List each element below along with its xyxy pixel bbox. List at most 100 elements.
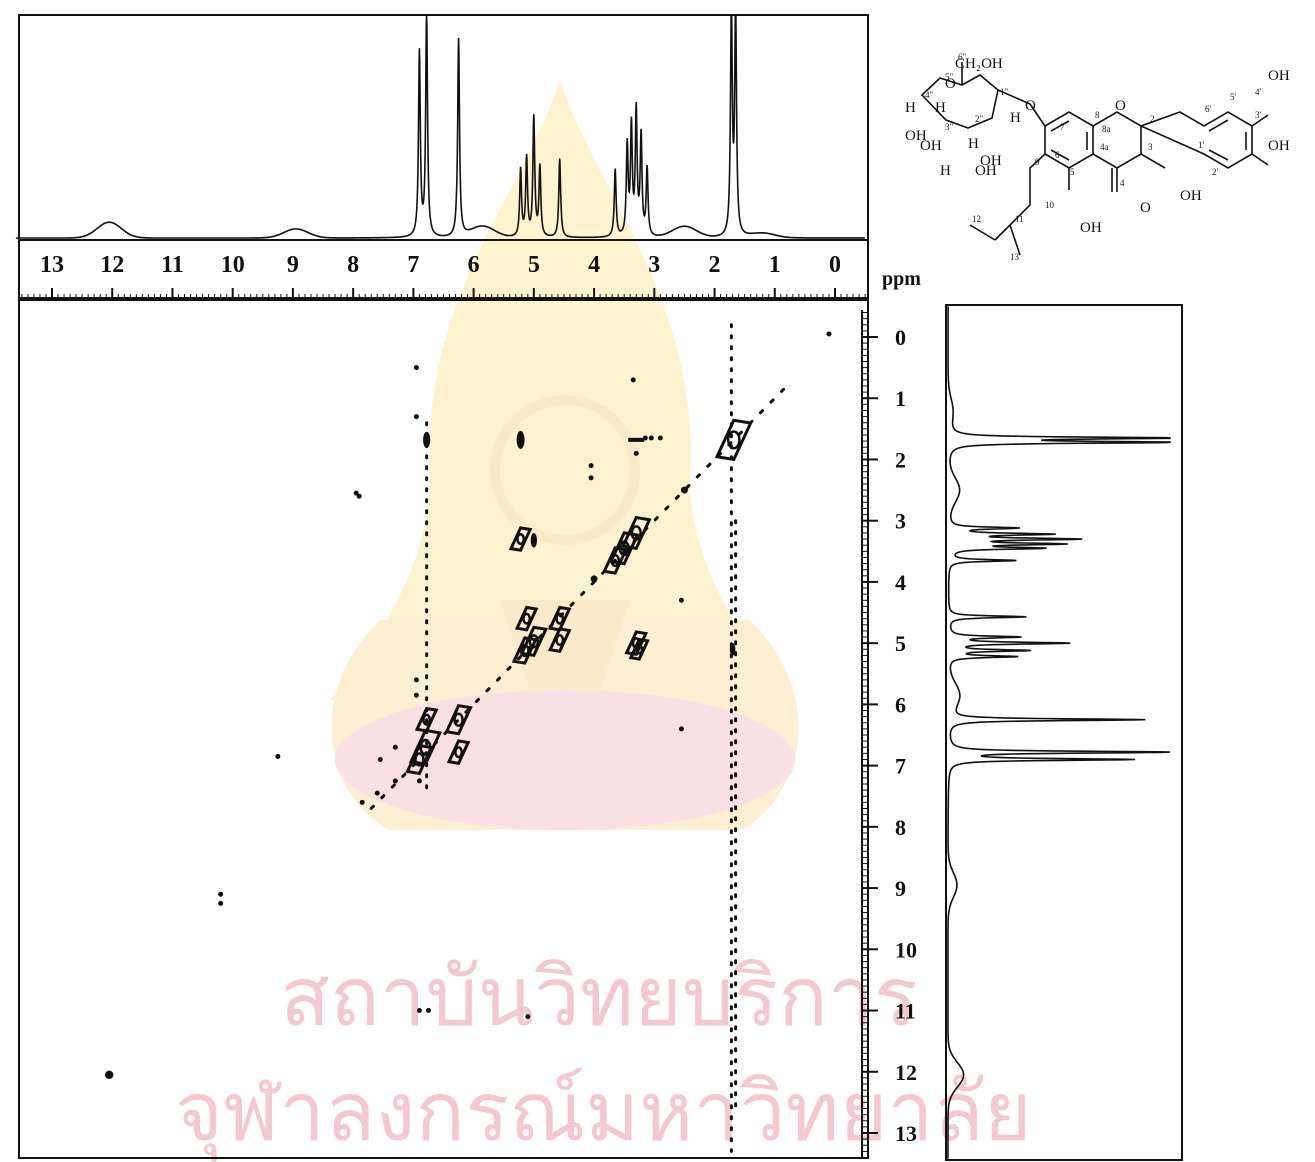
noise-dot [589, 475, 594, 480]
x-tick-label: 2 [709, 252, 721, 278]
noise-dot [275, 754, 280, 759]
x-tick-label: 3 [648, 252, 660, 278]
molecule-substituent: H [1010, 110, 1021, 126]
x-tick-label: 7 [407, 252, 419, 278]
cross-peak [730, 643, 736, 656]
y-tick-label: 9 [895, 876, 906, 901]
molecule-locant: 6' [1205, 104, 1212, 114]
y-tick-label: 13 [895, 1121, 917, 1146]
molecule-locant: 11 [1015, 214, 1024, 224]
x-tick-label: 1 [769, 252, 781, 278]
molecule-locant: 2 [1150, 114, 1155, 124]
molecule-substituent: O [1115, 98, 1126, 114]
noise-dot [658, 436, 663, 441]
cross-peak [105, 1071, 113, 1079]
cross-peak [423, 432, 430, 448]
noise-dot [417, 1008, 422, 1013]
y-tick-label: 2 [895, 447, 906, 472]
noise-dot [414, 677, 419, 682]
molecule-substituent: H [905, 100, 916, 116]
molecule-substituent: OH [980, 153, 1002, 169]
x-axis-unit-label: ppm [882, 268, 921, 290]
molecule-substituent: OH [1268, 68, 1290, 84]
molecule-locant: 5' [1230, 92, 1237, 102]
noise-dot [375, 791, 380, 796]
y-tick-label: 10 [895, 937, 917, 962]
noise-dot [218, 901, 223, 906]
noise-dot [393, 745, 398, 750]
molecule-substituent: O [1025, 98, 1036, 114]
cross-peak [591, 575, 598, 582]
noise-dot [426, 1008, 431, 1013]
molecule-locant: 8 [1095, 110, 1100, 120]
molecule-locant: 6 [1055, 150, 1060, 160]
molecule-locant: 2' [1212, 167, 1219, 177]
watermark-line-1: สถาบันวิทยบริการ [280, 950, 918, 1045]
y-tick-label: 6 [895, 692, 906, 717]
molecule-locant: 9 [1035, 157, 1040, 167]
x-tick-label: 4 [588, 252, 600, 278]
noise-dot [631, 377, 636, 382]
cross-peak [531, 533, 537, 547]
molecule-substituent: OH [1268, 138, 1290, 154]
molecule-locant: 4 [1120, 178, 1125, 188]
noise-dot [218, 892, 223, 897]
x-tick-label: 9 [287, 252, 299, 278]
molecule-locant: 3 [1148, 142, 1153, 152]
molecule-locant: 2" [975, 114, 984, 124]
x-tick-label: 12 [100, 252, 124, 278]
y-tick-label: 1 [895, 386, 906, 411]
y-tick-label: 0 [895, 325, 906, 350]
noise-dot [414, 414, 419, 419]
y-tick-label: 5 [895, 631, 906, 656]
molecule-substituent: OH [1180, 188, 1202, 204]
molecule-substituent: OH [1080, 220, 1102, 236]
x-tick-label: 13 [40, 252, 64, 278]
noise-dot [357, 494, 362, 499]
y-tick-label: 4 [895, 570, 906, 595]
x-tick-label: 0 [829, 252, 841, 278]
y-tick-label: 11 [895, 999, 916, 1024]
molecule-locant: 4' [1255, 87, 1262, 97]
x-tick-label: 11 [161, 252, 184, 278]
x-tick-label: 8 [347, 252, 359, 278]
noise-dot [414, 693, 419, 698]
molecule-substituent: H [940, 163, 951, 179]
molecule-locant: 8a [1102, 124, 1111, 134]
molecule-locant: 3' [1255, 110, 1262, 120]
molecule-locant: 5" [945, 72, 954, 82]
x-tick-label: 5 [528, 252, 540, 278]
molecule-locant: 4a [1100, 142, 1109, 152]
noise-dot [360, 800, 365, 805]
molecule-substituent: H [935, 100, 946, 116]
cross-peak [628, 438, 644, 442]
noise-dot [378, 757, 383, 762]
noise-dot [393, 778, 398, 783]
noise-dot [679, 726, 684, 731]
molecule-locant: 6" [958, 52, 967, 62]
molecule-locant: 1" [1000, 87, 1009, 97]
cross-peak [681, 487, 688, 494]
noise-dot [414, 365, 419, 370]
y-tick-label: 7 [895, 754, 906, 779]
molecule-locant: 1' [1198, 140, 1205, 150]
y-tick-label: 3 [895, 509, 906, 534]
x-tick-label: 10 [221, 252, 245, 278]
noise-dot [826, 331, 831, 336]
noise-dot [679, 598, 684, 603]
molecule-locant: 13 [1010, 252, 1020, 262]
molecule-locant: 3" [945, 122, 954, 132]
molecule-locant: 12 [972, 214, 981, 224]
molecule-substituent: O [1140, 200, 1151, 216]
cross-peak [517, 431, 525, 449]
x-tick-label: 6 [468, 252, 480, 278]
molecule-locant: 10 [1045, 200, 1055, 210]
molecule-locant: 5 [1070, 167, 1075, 177]
noise-dot [589, 463, 594, 468]
noise-dot [649, 436, 654, 441]
y-tick-label: 12 [895, 1060, 917, 1085]
molecule-locant: 4" [925, 90, 934, 100]
noise-dot [417, 778, 422, 783]
noise-dot [643, 436, 648, 441]
